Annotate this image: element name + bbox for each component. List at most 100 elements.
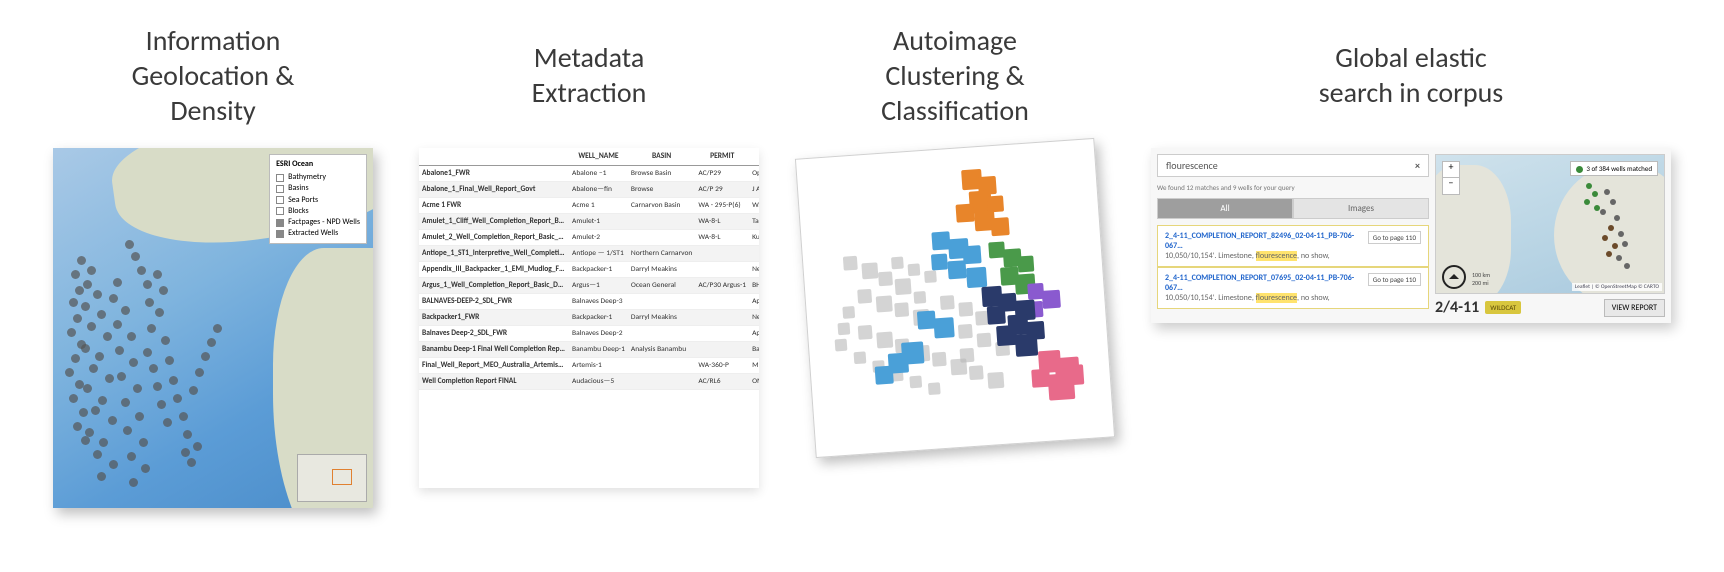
tab-images[interactable]: Images [1293, 198, 1429, 219]
well-dot[interactable] [163, 418, 172, 427]
cluster-thumb[interactable] [928, 382, 941, 395]
well-dot[interactable] [127, 452, 136, 461]
well-dot[interactable] [83, 384, 92, 393]
well-dot[interactable] [121, 306, 130, 315]
well-dot[interactable] [81, 302, 90, 311]
map-well-dot[interactable] [1602, 235, 1608, 241]
map-well-dot[interactable] [1616, 255, 1622, 261]
cluster-thumb[interactable] [842, 306, 855, 319]
checkbox-icon[interactable] [276, 219, 284, 227]
well-dot[interactable] [77, 340, 86, 349]
cluster-thumb[interactable] [931, 253, 948, 270]
well-dot[interactable] [91, 406, 100, 415]
well-dot[interactable] [89, 364, 98, 373]
cluster-thumb[interactable] [933, 317, 954, 338]
cluster-thumb[interactable] [895, 278, 912, 295]
well-dot[interactable] [155, 308, 164, 317]
well-dot[interactable] [75, 380, 84, 389]
table-row[interactable]: Amulet_1_Cliff_Well_Completion_Report_Ba… [419, 214, 759, 230]
well-dot[interactable] [109, 294, 118, 303]
table-row[interactable]: Backpacker1_FWRBackpacker-1Darryl Meakin… [419, 310, 759, 326]
well-dot[interactable] [73, 422, 82, 431]
table-row[interactable]: Acme 1 FWRAcme 1Carnarvon BasinWA - 295-… [419, 198, 759, 214]
legend-layer-row[interactable]: Sea Ports [276, 195, 360, 206]
well-dot[interactable] [99, 438, 108, 447]
well-dot[interactable] [67, 328, 76, 337]
map-well-dot[interactable] [1604, 189, 1610, 195]
cluster-thumb[interactable] [1017, 255, 1034, 272]
well-dot[interactable] [143, 348, 152, 357]
well-dot[interactable] [83, 280, 92, 289]
table-row[interactable]: Banambu Deep-1 Final Well Completion Rep… [419, 342, 759, 358]
cluster-thumb[interactable] [1063, 364, 1084, 385]
cluster-thumb[interactable] [837, 322, 850, 335]
cluster-thumb[interactable] [966, 267, 987, 288]
cluster-thumb[interactable] [969, 365, 984, 380]
results-map[interactable]: + − 3 of 384 wells matched 100 km200 mi … [1435, 154, 1665, 294]
well-dot[interactable] [213, 324, 222, 333]
table-header[interactable] [749, 148, 759, 166]
table-row[interactable]: Argus_1_Well_Completion_Report_Basic_Dat… [419, 278, 759, 294]
goto-page-button[interactable]: Go to page 110 [1368, 273, 1421, 286]
cluster-thumb[interactable] [857, 289, 872, 304]
map-well-dot[interactable] [1606, 251, 1612, 257]
geolocation-map[interactable]: ESRI Ocean BathymetryBasinsSea PortsBloc… [53, 148, 373, 508]
well-dot[interactable] [71, 270, 80, 279]
well-dot[interactable] [108, 416, 117, 425]
cluster-thumb[interactable] [876, 331, 893, 348]
well-dot[interactable] [133, 384, 142, 393]
well-dot[interactable] [77, 256, 86, 265]
cluster-thumb[interactable] [861, 262, 878, 279]
well-dot[interactable] [183, 430, 192, 439]
cluster-visualization[interactable] [795, 138, 1115, 458]
table-header[interactable]: PERMIT [695, 148, 749, 166]
cluster-thumb[interactable] [835, 339, 848, 352]
cluster-thumb[interactable] [1042, 290, 1061, 309]
metadata-table[interactable]: WELL_NAMEBASINPERMIT Abalone1_FWRAbalone… [419, 148, 759, 390]
view-report-button[interactable]: VIEW REPORT [1604, 299, 1665, 317]
zoom-out-button[interactable]: − [1443, 178, 1459, 194]
cluster-thumb[interactable] [947, 260, 966, 279]
clear-search-icon[interactable]: × [1415, 159, 1420, 172]
well-dot[interactable] [169, 376, 178, 385]
well-dot[interactable] [135, 412, 144, 421]
well-dot[interactable] [137, 266, 146, 275]
table-header[interactable] [419, 148, 569, 166]
map-well-dot[interactable] [1594, 205, 1600, 211]
well-dot[interactable] [97, 310, 106, 319]
well-dot[interactable] [127, 332, 136, 341]
well-dot[interactable] [129, 478, 138, 487]
overview-inset-map[interactable] [297, 454, 367, 502]
well-dot[interactable] [87, 322, 96, 331]
well-dot[interactable] [117, 372, 126, 381]
well-dot[interactable] [131, 252, 140, 261]
well-dot[interactable] [113, 278, 122, 287]
cluster-thumb[interactable] [987, 372, 1004, 389]
cluster-thumb[interactable] [960, 348, 975, 363]
well-dot[interactable] [79, 408, 88, 417]
well-dot[interactable] [157, 400, 166, 409]
table-row[interactable]: Antiope_1_ST1_Interpretive_Well_Completi… [419, 246, 759, 262]
well-dot[interactable] [165, 356, 174, 365]
map-well-dot[interactable] [1608, 225, 1614, 231]
well-dot[interactable] [143, 280, 152, 289]
legend-layer-row[interactable]: Bathymetry [276, 172, 360, 183]
map-well-dot[interactable] [1618, 231, 1624, 237]
well-dot[interactable] [65, 368, 74, 377]
map-well-dot[interactable] [1592, 191, 1598, 197]
well-dot[interactable] [87, 266, 96, 275]
cluster-thumb[interactable] [854, 351, 867, 364]
map-legend[interactable]: ESRI Ocean BathymetryBasinsSea PortsBloc… [269, 154, 367, 244]
cluster-thumb[interactable] [875, 366, 894, 385]
cluster-thumb[interactable] [876, 295, 893, 312]
well-dot[interactable] [147, 324, 156, 333]
well-dot[interactable] [93, 450, 102, 459]
well-dot[interactable] [103, 332, 112, 341]
well-dot[interactable] [173, 394, 182, 403]
legend-layer-row[interactable]: Extracted Wells [276, 228, 360, 239]
table-row[interactable]: Appendix_III_Backpacker_1_EMI_Mudlog_FWR… [419, 262, 759, 278]
checkbox-icon[interactable] [276, 174, 284, 182]
map-well-dot[interactable] [1622, 241, 1628, 247]
cluster-thumb[interactable] [858, 325, 873, 340]
cluster-thumb[interactable] [991, 217, 1010, 236]
